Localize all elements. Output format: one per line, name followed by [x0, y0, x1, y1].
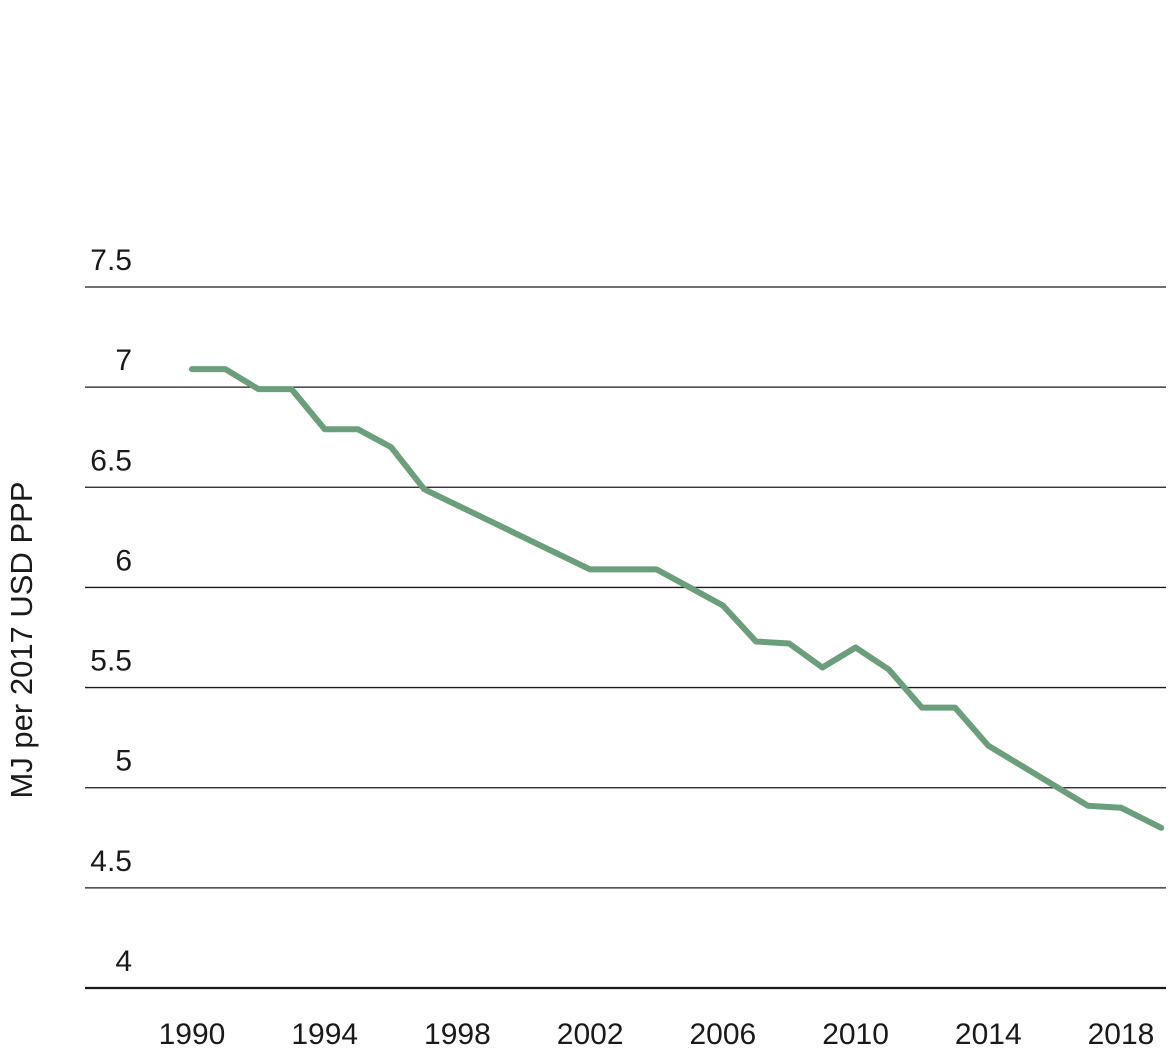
x-tick-label: 1990	[159, 1018, 226, 1050]
x-tick-label: 2006	[689, 1018, 756, 1050]
y-tick-label: 7.5	[90, 244, 132, 277]
series-line	[189, 366, 1165, 831]
y-tick-label: 4	[115, 945, 132, 978]
y-axis-title: MJ per 2017 USD PPP	[4, 481, 39, 798]
series-layer	[189, 366, 1165, 831]
y-tick-label: 5	[115, 745, 132, 778]
x-tick-label: 2018	[1088, 1018, 1155, 1050]
x-tick-label: 1994	[291, 1018, 358, 1050]
y-axis-tick-labels: 4 4.5 5 5.5 6 6.5 7 7.5	[90, 244, 132, 978]
y-tick-label: 5.5	[90, 645, 132, 678]
x-tick-label: 2010	[822, 1018, 889, 1050]
x-tick-label: 1998	[424, 1018, 491, 1050]
y-tick-label: 6	[115, 544, 132, 577]
y-tick-label: 7	[115, 344, 132, 377]
x-tick-label: 2002	[557, 1018, 624, 1050]
y-tick-label: 4.5	[90, 845, 132, 878]
gridlines	[85, 286, 1166, 990]
x-axis-tick-labels: 1990 1994 1998 2002 2006 2010 2014 2018	[159, 1018, 1155, 1050]
x-tick-label: 2014	[955, 1018, 1022, 1050]
y-tick-label: 6.5	[90, 444, 132, 477]
